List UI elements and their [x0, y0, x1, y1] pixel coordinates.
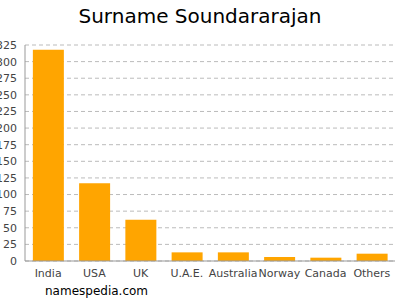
svg-text:U.A.E.: U.A.E.: [170, 267, 203, 280]
svg-text:175: 175: [8, 139, 17, 152]
svg-text:300: 300: [8, 56, 17, 69]
svg-text:150: 150: [8, 155, 17, 168]
svg-text:200: 200: [8, 122, 17, 135]
svg-text:India: India: [35, 267, 62, 280]
svg-text:25: 25: [8, 238, 17, 251]
svg-text:225: 225: [8, 105, 17, 118]
svg-text:50: 50: [8, 222, 17, 235]
svg-text:250: 250: [8, 89, 17, 102]
html-text:Surname Soundararajan: Surname Soundararajan: [78, 4, 322, 28]
svg-text:75: 75: [8, 205, 17, 218]
svg-text:Norway: Norway: [259, 267, 301, 280]
svg-text:100: 100: [8, 188, 17, 201]
svg-text:325: 325: [8, 39, 17, 52]
svg-text:UK: UK: [133, 267, 149, 280]
svg-text:125: 125: [8, 172, 17, 185]
svg-text:Australia: Australia: [209, 267, 258, 280]
svg-text:0: 0: [10, 255, 17, 268]
svg-text:275: 275: [8, 72, 17, 85]
svg-text:USA: USA: [83, 267, 106, 280]
svg-text:Canada: Canada: [305, 267, 347, 280]
html-text:namespedia.com: namespedia.com: [45, 284, 148, 298]
svg-text:Others: Others: [353, 267, 390, 280]
